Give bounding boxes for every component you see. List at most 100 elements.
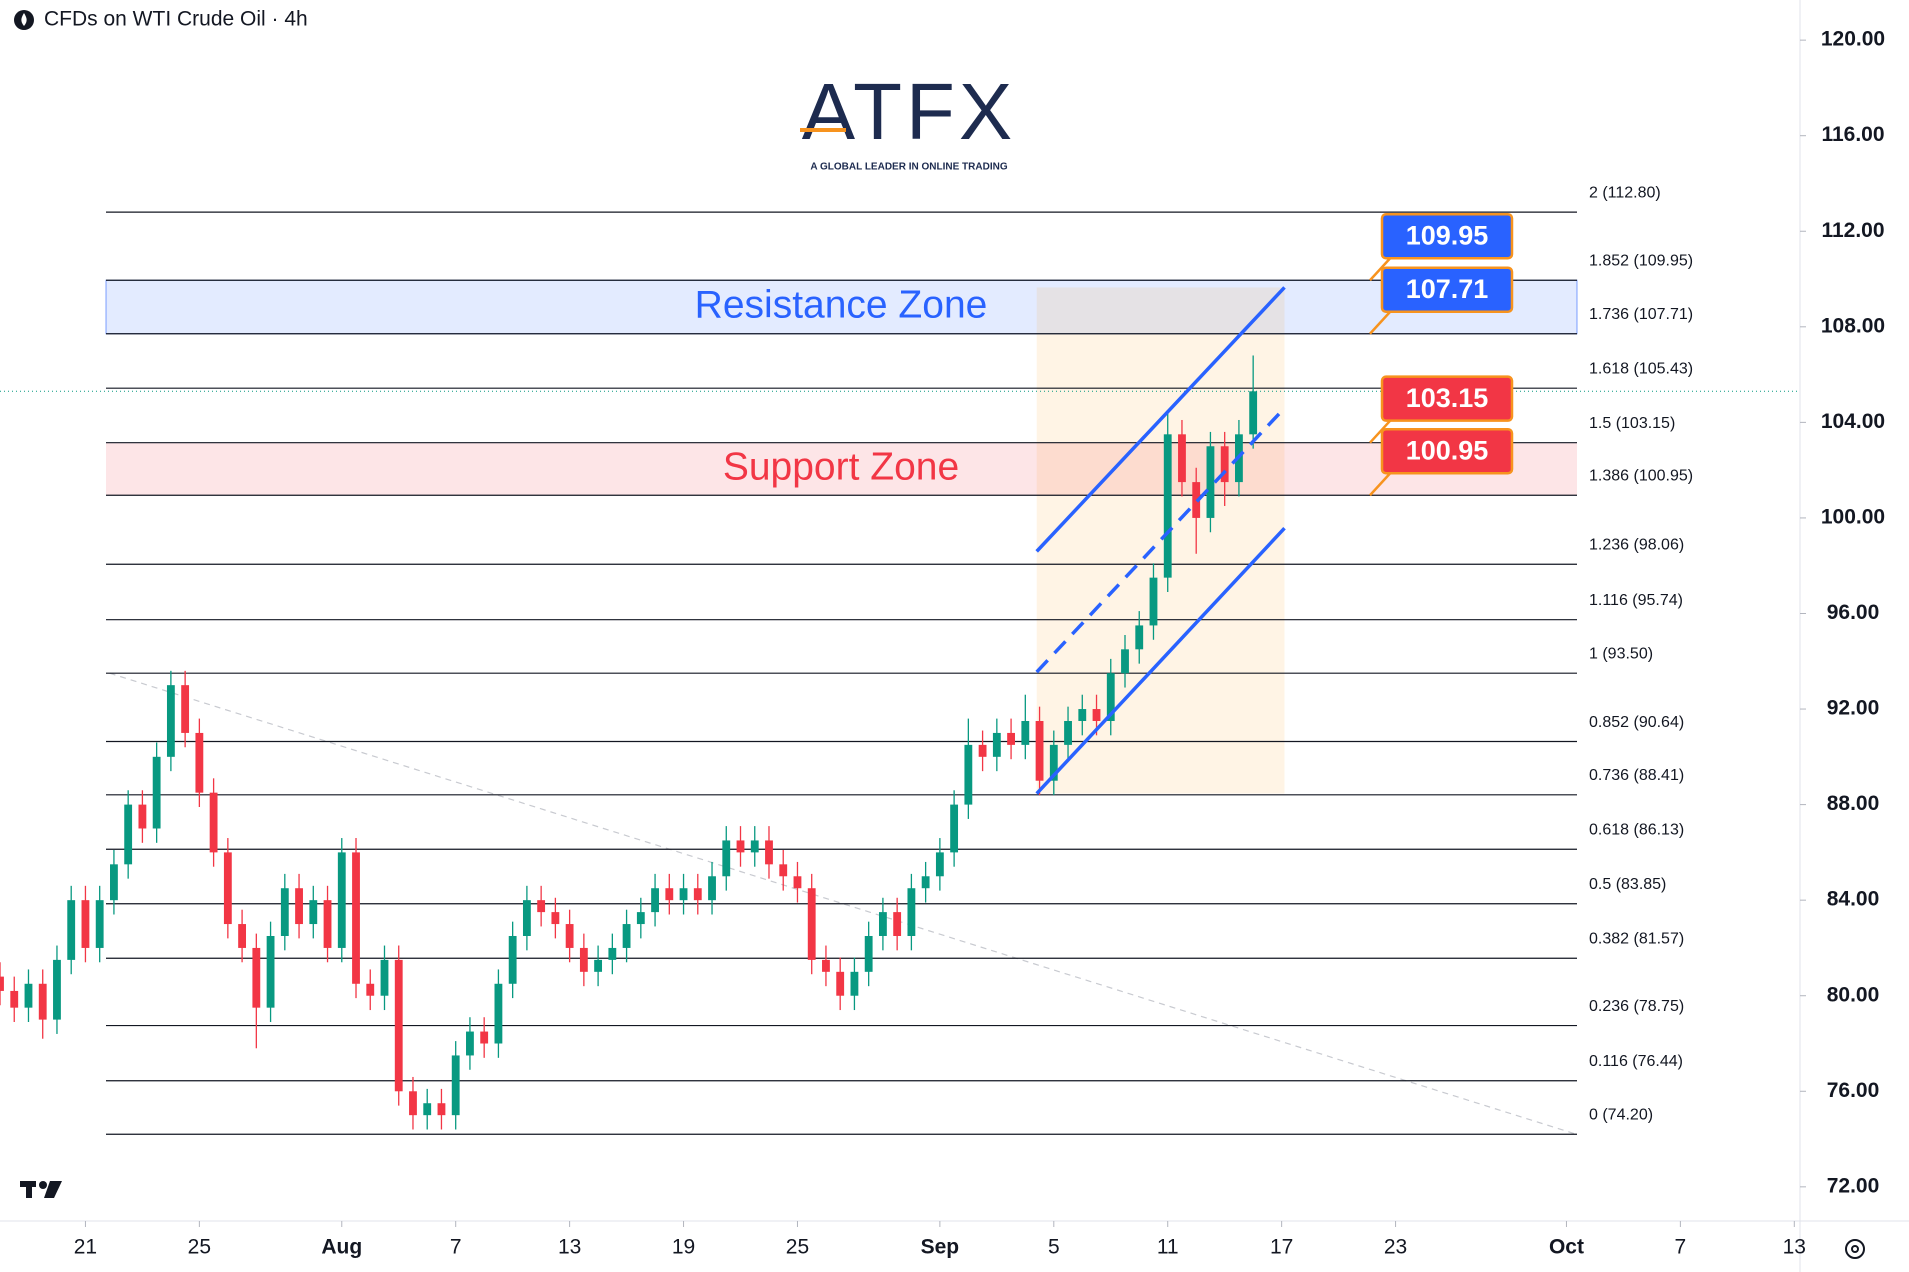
candle-body: [337, 852, 346, 948]
x-tick-label: 13: [1783, 1236, 1806, 1259]
y-tick-label: 104.00: [1821, 410, 1885, 433]
x-tick-label: 19: [672, 1236, 695, 1259]
logo-tagline: A GLOBAL LEADER IN ONLINE TRADING: [810, 162, 1007, 173]
candle-body: [508, 935, 517, 984]
x-tick-label: 7: [1675, 1236, 1687, 1259]
x-tick-label: 17: [1270, 1236, 1293, 1259]
price-tag-label: 103.15: [1406, 383, 1489, 413]
candle-body: [1163, 434, 1172, 578]
fib-label: 0.852 (90.64): [1589, 714, 1684, 731]
candle-body: [138, 804, 147, 829]
candle-body: [1007, 732, 1015, 745]
candle-body: [836, 971, 845, 996]
candle-body: [551, 912, 560, 925]
candle-body: [736, 840, 745, 853]
settings-icon-center[interactable]: [1851, 1245, 1859, 1253]
candle-body: [1078, 709, 1087, 721]
candle-body: [779, 864, 788, 877]
settings-icon[interactable]: [1845, 1239, 1865, 1259]
candle-body: [765, 840, 773, 865]
symbol-icon-drop: [21, 13, 27, 26]
candle-body: [10, 990, 19, 1008]
tv-logo-part: [39, 1181, 47, 1189]
candle-body: [166, 685, 175, 757]
candle-body: [1092, 709, 1101, 721]
plot-area: Resistance Zone Support Zone 2 (112.80) 1.8…: [0, 184, 1800, 1135]
fib-label: 0.116 (76.44): [1589, 1053, 1683, 1070]
candle-body: [636, 912, 645, 925]
candle-body: [522, 900, 531, 936]
candle-body: [38, 983, 47, 1020]
zone: [105, 279, 1578, 335]
candle-body: [423, 1103, 432, 1116]
trendline: [109, 672, 1577, 1135]
candle-body: [53, 959, 61, 1020]
price-tag-box: [1380, 212, 1514, 260]
settings-button[interactable]: [1845, 1239, 1865, 1259]
fib-label: 1.236 (98.06): [1589, 536, 1684, 553]
candle-body: [1178, 434, 1186, 483]
candle-body: [1135, 625, 1144, 650]
y-tick-label: 120.00: [1821, 28, 1885, 51]
candle-body: [494, 983, 503, 1044]
candle-body: [152, 756, 161, 829]
candle-body: [480, 1031, 489, 1044]
candle-body: [409, 1091, 417, 1116]
candle-body: [67, 900, 76, 960]
candle-body: [252, 947, 261, 1008]
price-tag-label: 107.71: [1406, 274, 1489, 304]
candle-body: [1035, 720, 1044, 781]
x-tick-label: 13: [558, 1236, 581, 1259]
candle-body: [223, 852, 232, 925]
candle-body: [921, 876, 930, 889]
candle-body: [608, 947, 617, 960]
candle-body: [665, 888, 674, 901]
candle-body: [978, 744, 987, 757]
candle-body: [124, 804, 133, 865]
fib-label: 1.386 (100.95): [1589, 467, 1693, 484]
y-tick-label: 76.00: [1827, 1079, 1880, 1102]
candle-body: [708, 876, 716, 901]
candle-body: [366, 983, 375, 996]
x-tick-label: 5: [1048, 1236, 1060, 1259]
price-tag-box: [1380, 427, 1514, 475]
x-tick-label: 25: [786, 1236, 809, 1259]
channel-lower: [1035, 527, 1286, 795]
fib-label: 0.618 (86.13): [1589, 821, 1684, 838]
candle-body: [394, 959, 403, 1092]
candle-body: [181, 685, 190, 733]
y-tick-label: 72.00: [1827, 1174, 1880, 1197]
candle-body: [309, 900, 318, 925]
candle-body: [750, 840, 759, 853]
candle-body: [451, 1055, 460, 1116]
candle-body: [110, 864, 118, 901]
candle-body: [1064, 720, 1072, 745]
candle-body: [1220, 446, 1229, 483]
candle-body: [537, 900, 546, 913]
y-tick-label: 80.00: [1827, 983, 1880, 1006]
zone-label: Resistance Zone: [695, 283, 988, 326]
candle-body: [850, 971, 859, 996]
price-tag-leader: [1369, 417, 1393, 444]
candle-body: [864, 935, 873, 972]
fib-label: 1.618 (105.43): [1589, 360, 1693, 377]
candle-body: [280, 888, 289, 936]
candle-body: [893, 912, 902, 936]
candle-body: [352, 852, 360, 984]
fib-label: 1.736 (107.71): [1589, 306, 1693, 323]
y-tick-label: 112.00: [1821, 219, 1884, 242]
price-tag-leader: [1369, 308, 1393, 335]
fib-label: 1.852 (109.95): [1589, 252, 1693, 269]
candle-body: [878, 912, 887, 936]
candle-body: [380, 959, 389, 996]
chart-title: CFDs on WTI Crude Oil · 4h: [44, 8, 308, 31]
channel-upper: [1035, 286, 1286, 553]
x-tick-label: Sep: [921, 1236, 960, 1259]
price-tag-label: 100.95: [1406, 435, 1489, 465]
channel-middle: [1035, 406, 1286, 674]
logo: ATFX: [802, 67, 1017, 156]
candle-body: [807, 888, 816, 960]
candle-body: [822, 959, 830, 972]
candle-body: [622, 924, 631, 948]
tradingview-logo: [20, 1181, 62, 1198]
